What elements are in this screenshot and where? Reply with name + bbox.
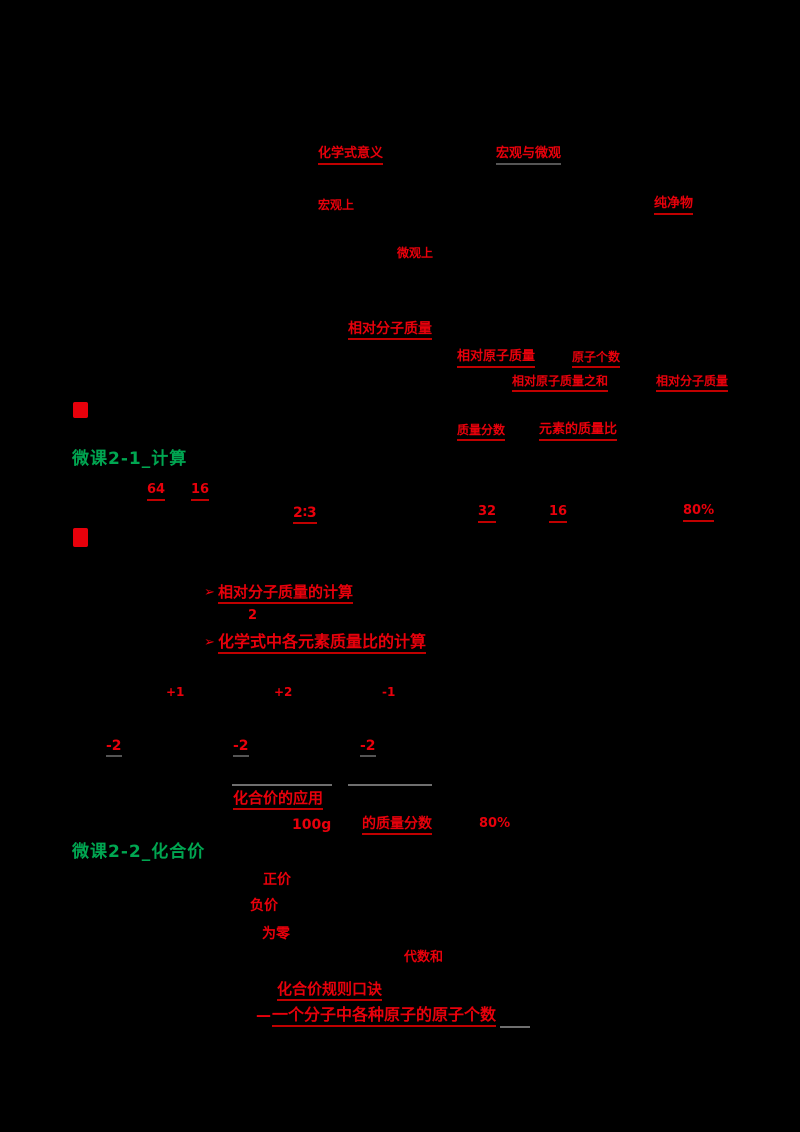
concept-title: 化学式意义 [318,146,384,165]
term-relative-molecular-mass: 相对分子质量 [348,321,432,341]
rule-zero: 为零 [262,926,290,942]
keypoint-mass-ratio-calc: 化学式中各元素质量比的计算 [218,632,427,655]
section2-header: 微课2-2_化合价 [72,842,206,862]
red-bullet-marker [73,402,88,418]
mass-fraction-label: 的质量分数 [362,816,432,836]
pure-substance-label: 纯净物 [654,196,694,215]
red-bullet-marker [73,528,88,547]
grey-underline [348,784,432,786]
term-element-mass-ratio: 元素的质量比 [539,422,618,441]
micro-label: 微观上 [397,246,434,260]
valence-bottom-3: -2 [360,738,376,758]
valence-top-3: -1 [382,685,396,699]
keypoint-valence-application: 化合价的应用 [233,789,324,811]
valence-top-1: +1 [166,685,185,699]
answer-e: 16 [549,504,568,523]
keypoint-molecular-mass-calc: 相对分子质量的计算 [218,583,354,605]
grey-underline [500,1026,530,1028]
valence-top-2: +2 [274,685,293,699]
term-molecular-mass: 相对分子质量 [656,374,729,392]
term-atomic-mass-sum: 相对原子质量之和 [512,374,609,392]
dash-mark: — [256,1006,271,1024]
answer-a: 64 [147,482,166,501]
algebraic-sum-label: 代数和 [404,950,444,965]
note-mark: 2 [248,608,258,623]
given-mass: 100g [292,817,332,833]
valence-bottom-1: -2 [106,738,122,758]
answer-c: 2∶3 [293,505,317,525]
arrow-icon: ➢ [204,635,215,650]
term-mass-fraction: 质量分数 [457,423,506,441]
rule-positive: 正价 [263,872,291,888]
concept-subtitle: 宏观与微观 [496,146,562,165]
term-relative-atomic-mass: 相对原子质量 [457,349,536,368]
valence-bottom-2: -2 [233,738,249,758]
grey-underline [232,784,332,786]
arrow-icon: ➢ [204,585,215,600]
answer-d: 32 [478,504,497,523]
percent-value: 80% [479,816,511,831]
term-atom-count: 原子个数 [572,350,621,368]
rule-negative: 负价 [250,898,278,914]
answer-b: 16 [191,482,210,501]
macro-label: 宏观上 [318,198,355,212]
answer-f: 80% [683,503,715,522]
keypoint-valence-rules: 化合价规则口诀 [277,980,383,1002]
keypoint-atom-count-per-molecule: 一个分子中各种原子的原子个数 [272,1005,497,1028]
section1-header: 微课2-1_计算 [72,449,188,469]
